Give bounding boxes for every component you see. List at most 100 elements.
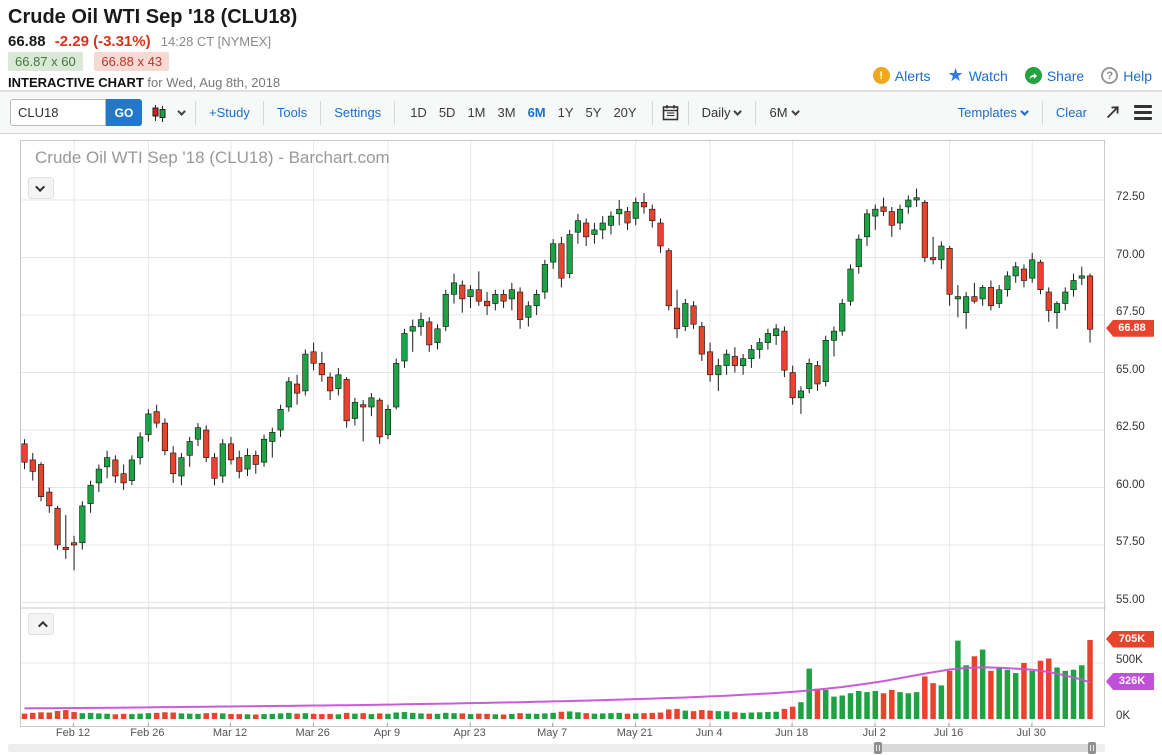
toolbar-divider: [195, 100, 196, 125]
x-axis-tick-label: Feb 12: [55, 723, 91, 739]
x-axis-tick-label: Jun 18: [775, 723, 809, 739]
x-axis-tick-label: Mar 12: [212, 723, 248, 739]
chart-date: for Wed, Aug 8th, 2018: [147, 75, 281, 90]
menu-icon: [1134, 105, 1152, 108]
range-20y[interactable]: 20Y: [613, 105, 637, 120]
price-axis-label: 72.50: [1116, 191, 1145, 203]
range-5y[interactable]: 5Y: [585, 105, 602, 120]
last-price: 66.88: [8, 33, 46, 50]
calendar-button[interactable]: [662, 104, 679, 121]
go-button[interactable]: GO: [106, 99, 142, 126]
x-axis-tick-label: May 7: [537, 723, 568, 739]
scrollbar-left-handle[interactable]: [874, 742, 882, 754]
ask-badge: 66.88 x 43: [94, 52, 170, 71]
last-price-badge: 66.88: [1106, 319, 1154, 337]
help-label: Help: [1123, 67, 1152, 84]
price-axis-label: 60.00: [1116, 478, 1145, 491]
price-axis-label: 55.00: [1116, 593, 1145, 606]
span-value: 6M: [769, 105, 788, 120]
price-axis-label: 57.50: [1116, 536, 1145, 548]
chart-type-dropdown[interactable]: [152, 104, 186, 122]
settings-button[interactable]: Settings: [334, 105, 382, 120]
chevron-up-icon: [37, 620, 48, 631]
symbol-input[interactable]: [10, 99, 106, 126]
price-axis-label: 62.50: [1116, 421, 1145, 433]
x-axis-tick-label: May 21: [616, 723, 653, 739]
menu-button[interactable]: [1134, 105, 1152, 120]
price-change: -2.29 (-3.31%): [54, 33, 151, 50]
x-axis-tick-label: Jun 4: [695, 723, 723, 739]
price-volume-chart[interactable]: [21, 141, 1106, 726]
range-1m[interactable]: 1M: [467, 105, 486, 120]
chart-scrollbar-track[interactable]: [8, 742, 1105, 754]
page-title: Crude Oil WTI Sep '18 (CLU18): [8, 6, 298, 28]
header-actions: ! Alerts ★ Watch Share ? Help: [872, 65, 1152, 85]
watch-label: Watch: [968, 67, 1008, 84]
help-icon: ?: [1101, 67, 1119, 84]
star-icon: ★: [947, 65, 964, 85]
chevron-down-icon: [733, 106, 743, 116]
range-3m[interactable]: 3M: [497, 105, 516, 120]
share-button[interactable]: Share: [1024, 67, 1085, 84]
x-axis-tick-label: Jul 2: [862, 723, 886, 739]
toolbar-divider: [687, 100, 689, 125]
chart-toolbar: GO +Study Tools Settings 1D 5D 1M 3M 6M …: [0, 91, 1162, 134]
chevron-down-icon: [34, 181, 45, 192]
watch-button[interactable]: ★ Watch: [947, 65, 1008, 85]
alerts-button[interactable]: ! Alerts: [872, 67, 931, 84]
toolbar-right-group: Templates Clear: [954, 100, 1152, 125]
volume-badge: 705K: [1106, 630, 1154, 648]
pointer-tool-button[interactable]: [1105, 105, 1120, 120]
share-icon: [1024, 67, 1042, 84]
interactive-chart-caption: INTERACTIVE CHART for Wed, Aug 8th, 2018: [8, 75, 280, 90]
chevron-down-icon: [1020, 106, 1029, 116]
toolbar-divider: [755, 100, 757, 125]
x-axis-tick-label: Apr 9: [373, 723, 401, 739]
header-divider: [0, 90, 1162, 91]
range-6m[interactable]: 6M: [527, 105, 546, 120]
x-axis-tick-label: Jul 30: [1016, 723, 1046, 739]
x-axis-tick-label: Mar 26: [295, 723, 330, 739]
toolbar-divider: [394, 100, 396, 125]
range-5d[interactable]: 5D: [438, 105, 456, 120]
alerts-label: Alerts: [894, 67, 931, 84]
tools-button[interactable]: Tools: [276, 105, 308, 120]
toolbar-divider: [320, 100, 322, 125]
share-label: Share: [1046, 67, 1085, 84]
scrollbar-right-handle[interactable]: [1088, 742, 1096, 754]
volume-axis-label: 0K: [1116, 710, 1131, 722]
x-axis-tick-label: Feb 26: [130, 723, 165, 739]
scrollbar-selected-range[interactable]: [874, 744, 1096, 752]
span-dropdown[interactable]: 6M: [765, 105, 803, 120]
chevron-down-icon: [177, 106, 186, 116]
range-1y[interactable]: 1Y: [557, 105, 574, 120]
frequency-value: Daily: [701, 105, 731, 120]
chevron-down-icon: [790, 106, 800, 116]
price-pane-collapse-button[interactable]: [28, 177, 54, 199]
quote-row: 66.88 -2.29 (-3.31%) 14:28 CT [NYMEX]: [8, 33, 271, 50]
price-axis-label: 65.00: [1116, 363, 1145, 376]
templates-dropdown[interactable]: Templates: [954, 105, 1033, 120]
x-axis-tick-label: Apr 23: [453, 723, 486, 739]
chart-watermark: Crude Oil WTI Sep '18 (CLU18) - Barchart…: [35, 148, 390, 167]
templates-label: Templates: [957, 105, 1017, 120]
toolbar-divider: [1041, 100, 1043, 125]
bid-badge: 66.87 x 60: [8, 52, 83, 71]
toolbar-divider: [651, 100, 653, 125]
y-axis: 72.50 70.00 67.50 65.00 62.50 60.00 57.50 55.00…: [1106, 140, 1162, 740]
calendar-icon: [662, 105, 678, 121]
interactive-chart-label: INTERACTIVE CHART: [8, 75, 144, 90]
x-axis: Feb 12 Feb 26 Mar 12 Mar 26 Apr 9 Apr 23 May 7…: [20, 723, 1105, 743]
clear-button[interactable]: Clear: [1055, 105, 1087, 120]
help-button[interactable]: ? Help: [1101, 67, 1152, 84]
price-axis-label: 67.50: [1116, 306, 1145, 318]
frequency-dropdown[interactable]: Daily: [698, 105, 747, 120]
volume-pane-collapse-button[interactable]: [28, 613, 54, 635]
range-1d[interactable]: 1D: [410, 105, 427, 120]
alert-icon: !: [872, 67, 890, 84]
study-button[interactable]: +Study: [209, 105, 250, 120]
open-interest-badge: 326K: [1106, 672, 1154, 690]
volume-axis-label: 500K: [1116, 654, 1143, 666]
quote-time: 14:28 CT [NYMEX]: [160, 34, 272, 49]
toolbar-divider: [262, 100, 264, 125]
